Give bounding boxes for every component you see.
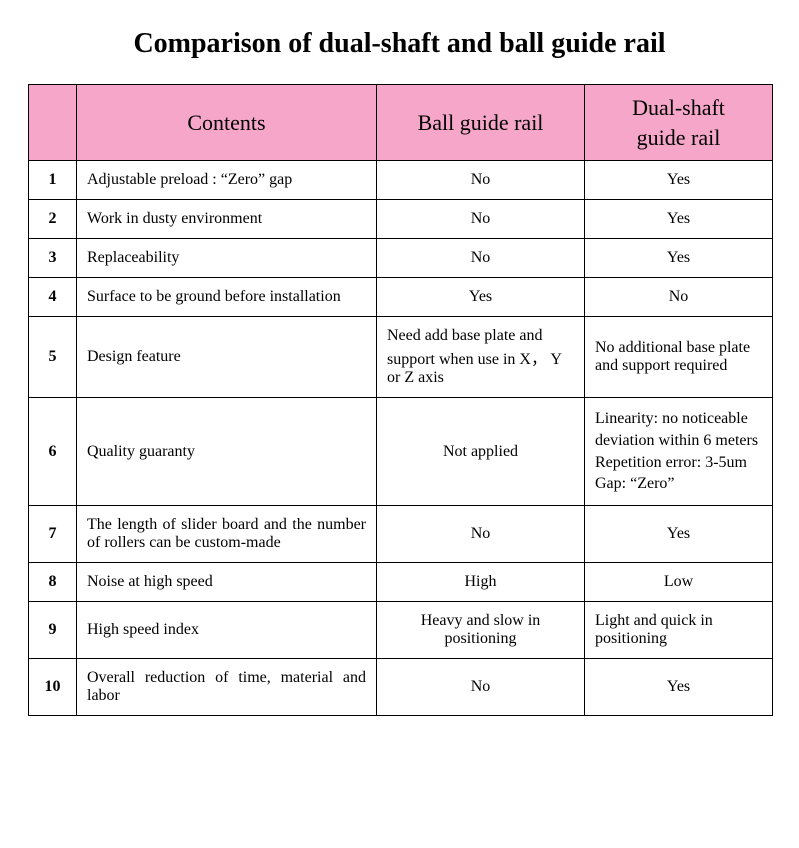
table-row: 2Work in dusty environmentNoYes	[29, 200, 773, 239]
row-ball: No	[377, 161, 585, 200]
row-number: 4	[29, 278, 77, 317]
comparison-table: Contents Ball guide rail Dual-shaft guid…	[28, 84, 773, 716]
row-dual: Yes	[585, 200, 773, 239]
row-number: 9	[29, 601, 77, 658]
table-row: 3ReplaceabilityNoYes	[29, 239, 773, 278]
table-row: 10Overall reduction of time, material an…	[29, 658, 773, 715]
row-ball: Need add base plate and support when use…	[377, 317, 585, 398]
table-row: 8Noise at high speedHighLow	[29, 562, 773, 601]
table-row: 4Surface to be ground before installatio…	[29, 278, 773, 317]
row-contents: Noise at high speed	[77, 562, 377, 601]
row-ball: No	[377, 658, 585, 715]
row-number: 6	[29, 398, 77, 505]
row-dual: Yes	[585, 161, 773, 200]
row-number: 8	[29, 562, 77, 601]
table-row: 7The length of slider board and the numb…	[29, 505, 773, 562]
row-number: 7	[29, 505, 77, 562]
row-ball: Yes	[377, 278, 585, 317]
row-number: 1	[29, 161, 77, 200]
table-row: 6Quality guarantyNot appliedLinearity: n…	[29, 398, 773, 505]
header-contents: Contents	[77, 85, 377, 161]
row-dual: No	[585, 278, 773, 317]
row-dual: Yes	[585, 239, 773, 278]
table-head: Contents Ball guide rail Dual-shaft guid…	[29, 85, 773, 161]
header-ball: Ball guide rail	[377, 85, 585, 161]
row-dual: Yes	[585, 505, 773, 562]
row-contents: Overall reduction of time, material and …	[77, 658, 377, 715]
row-dual: Low	[585, 562, 773, 601]
header-dual: Dual-shaft guide rail	[585, 85, 773, 161]
row-ball: Heavy and slow in positioning	[377, 601, 585, 658]
row-ball: High	[377, 562, 585, 601]
row-dual: Linearity: no noticeable deviation withi…	[585, 398, 773, 505]
table-body: 1Adjustable preload : “Zero” gapNoYes2Wo…	[29, 161, 773, 715]
row-ball: No	[377, 505, 585, 562]
row-contents: The length of slider board and the numbe…	[77, 505, 377, 562]
row-number: 5	[29, 317, 77, 398]
table-row: 5Design featureNeed add base plate and s…	[29, 317, 773, 398]
table-row: 1Adjustable preload : “Zero” gapNoYes	[29, 161, 773, 200]
table-row: 9High speed indexHeavy and slow in posit…	[29, 601, 773, 658]
row-dual: No additional base plate and support req…	[585, 317, 773, 398]
row-contents: Design feature	[77, 317, 377, 398]
row-ball: Not applied	[377, 398, 585, 505]
row-dual: Light and quick in positioning	[585, 601, 773, 658]
row-contents: Surface to be ground before installation	[77, 278, 377, 317]
row-contents: Adjustable preload : “Zero” gap	[77, 161, 377, 200]
row-contents: Replaceability	[77, 239, 377, 278]
row-contents: High speed index	[77, 601, 377, 658]
row-contents: Quality guaranty	[77, 398, 377, 505]
header-blank	[29, 85, 77, 161]
row-contents: Work in dusty environment	[77, 200, 377, 239]
row-ball: No	[377, 200, 585, 239]
row-number: 2	[29, 200, 77, 239]
row-number: 3	[29, 239, 77, 278]
page-title: Comparison of dual-shaft and ball guide …	[28, 28, 771, 60]
row-number: 10	[29, 658, 77, 715]
header-row: Contents Ball guide rail Dual-shaft guid…	[29, 85, 773, 161]
page-wrap: Comparison of dual-shaft and ball guide …	[0, 0, 799, 744]
row-ball: No	[377, 239, 585, 278]
row-dual: Yes	[585, 658, 773, 715]
